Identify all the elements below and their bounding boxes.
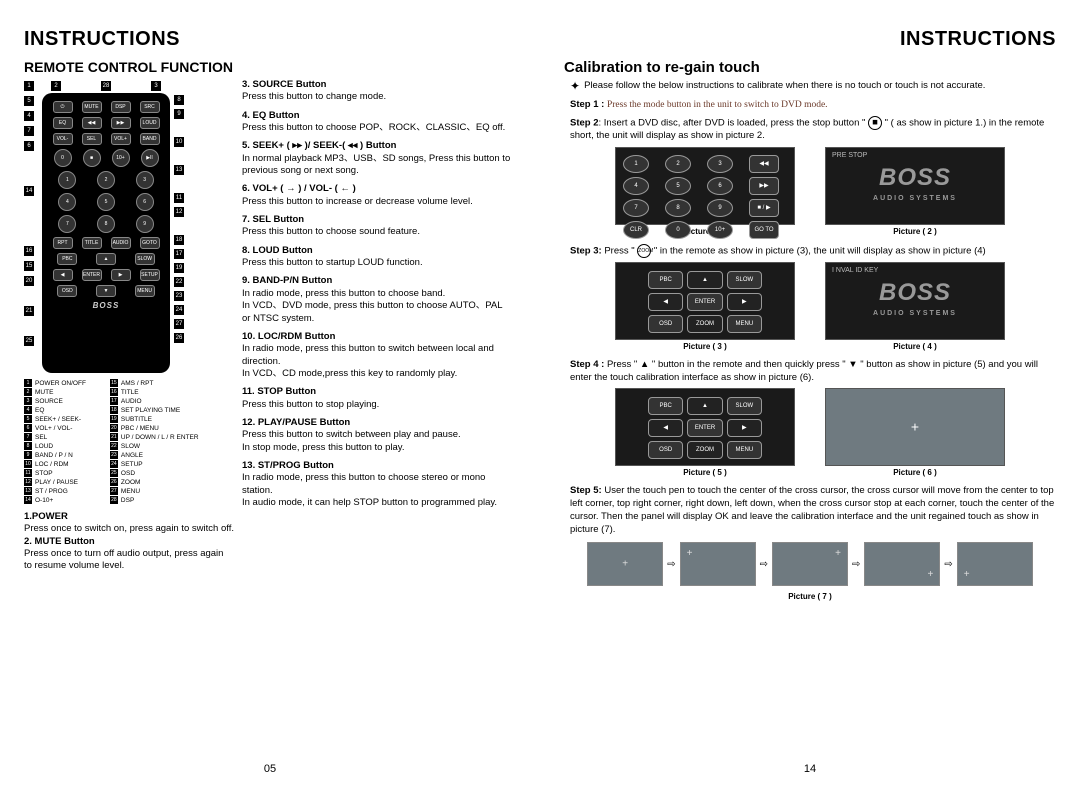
pagenum-right: 14 (804, 763, 816, 775)
picture-6: + (825, 388, 1005, 466)
pagenum-left: 05 (264, 763, 276, 775)
header-right: INSTRUCTIONS (564, 28, 1056, 51)
step1: Step 1 : Press the mode button in the un… (570, 99, 1056, 112)
col1-lower-items: 1.POWERPress once to switch on, press ag… (24, 511, 234, 573)
picture-7-sequence: +⇨ +⇨ +⇨ +⇨ + (564, 542, 1056, 586)
legend: 1POWER ON/OFF2MUTE3SOURCE4EQ5SEEK+ / SEE… (24, 379, 234, 505)
step4: Step 4 : Press " ▲ " button in the remot… (570, 359, 1056, 385)
col-remote: 15476141615202125 2283 ⏻MUTEDSPSRC EQ◀◀▶… (24, 79, 234, 573)
picture-1: 123◀◀456▶▶789■ / ▶CLR010+GO TO (615, 147, 795, 225)
page-left: INSTRUCTIONS REMOTE CONTROL FUNCTION 154… (0, 0, 540, 795)
header-left: INSTRUCTIONS (24, 28, 516, 51)
remote-illustration: 15476141615202125 2283 ⏻MUTEDSPSRC EQ◀◀▶… (24, 81, 234, 373)
callouts-top: 2283 (51, 81, 161, 91)
picture-2: PRE STOP BOSSAUDIO SYSTEMS (825, 147, 1005, 225)
callouts-right: 89101311121817192223242726 (174, 81, 188, 345)
plus-icon: ✦ (570, 80, 580, 93)
subheader-remote: REMOTE CONTROL FUNCTION (24, 59, 516, 75)
page-right: INSTRUCTIONS Calibration to re-gain touc… (540, 0, 1080, 795)
picture-5: PBC▲SLOW◀ENTER▶OSDZOOMMENU (615, 388, 795, 466)
picture-3: PBC▲SLOW◀ENTER▶OSDZOOMMENU (615, 262, 795, 340)
remote-logo: BOSS (48, 301, 164, 310)
intro-bullet: ✦ Please follow the below instructions t… (570, 80, 1056, 93)
col-descriptions: 3. SOURCE ButtonPress this button to cha… (242, 79, 512, 573)
step5: Step 5: User the touch pen to touch the … (570, 485, 1056, 536)
remote-body: ⏻MUTEDSPSRC EQ◀◀▶▶LOUD VOL-SELVOL+BAND 0… (42, 93, 170, 373)
step2: Step 2: Insert a DVD disc, after DVD is … (570, 116, 1056, 143)
subheader-calibration: Calibration to re-gain touch (564, 59, 1056, 76)
cross-icon: + (911, 418, 919, 437)
callouts-left: 15476141615202125 (24, 81, 38, 349)
stop-icon: ◼ (868, 116, 882, 130)
picture-4: I NVAL ID KEY BOSSAUDIO SYSTEMS (825, 262, 1005, 340)
